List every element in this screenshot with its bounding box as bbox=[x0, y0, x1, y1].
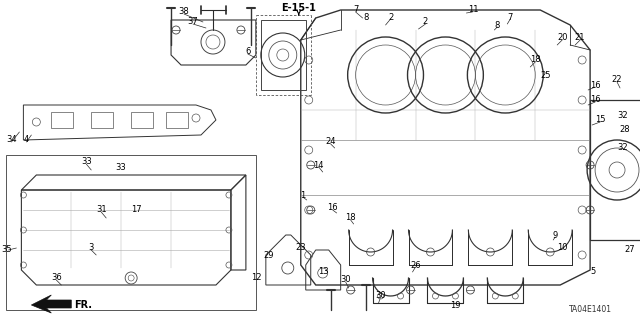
Text: 16: 16 bbox=[590, 95, 600, 105]
Text: 5: 5 bbox=[591, 268, 596, 277]
Text: 6: 6 bbox=[245, 48, 251, 56]
Text: 16: 16 bbox=[328, 204, 338, 212]
Text: 7: 7 bbox=[353, 5, 358, 14]
Text: 18: 18 bbox=[346, 213, 356, 222]
Text: 23: 23 bbox=[296, 243, 306, 253]
Text: 32: 32 bbox=[618, 110, 628, 120]
Text: 15: 15 bbox=[595, 115, 605, 124]
Text: 27: 27 bbox=[625, 246, 636, 255]
Text: 30: 30 bbox=[375, 291, 386, 300]
Text: 4: 4 bbox=[24, 136, 29, 145]
Bar bbox=[166, 112, 188, 128]
Text: 33: 33 bbox=[81, 158, 92, 167]
Text: 14: 14 bbox=[314, 160, 324, 169]
Text: 37: 37 bbox=[188, 18, 198, 26]
Text: 16: 16 bbox=[590, 80, 600, 90]
Text: 2: 2 bbox=[388, 12, 393, 21]
Text: 29: 29 bbox=[264, 250, 274, 259]
Text: 31: 31 bbox=[96, 205, 106, 214]
Text: E-15-1: E-15-1 bbox=[282, 3, 316, 13]
Text: 38: 38 bbox=[179, 8, 189, 17]
Text: 11: 11 bbox=[468, 5, 479, 14]
Text: 20: 20 bbox=[557, 33, 568, 42]
Text: 8: 8 bbox=[363, 12, 368, 21]
Text: 2: 2 bbox=[423, 18, 428, 26]
Text: 33: 33 bbox=[116, 164, 127, 173]
Bar bbox=[92, 112, 113, 128]
Text: 35: 35 bbox=[1, 246, 12, 255]
Text: 25: 25 bbox=[540, 70, 550, 79]
Text: 10: 10 bbox=[557, 243, 568, 253]
Text: 13: 13 bbox=[318, 268, 329, 277]
Bar bbox=[590, 100, 640, 240]
Bar bbox=[6, 155, 256, 310]
Text: 7: 7 bbox=[508, 12, 513, 21]
Text: 9: 9 bbox=[552, 231, 558, 240]
Text: 18: 18 bbox=[530, 56, 541, 64]
Text: TA04E1401: TA04E1401 bbox=[568, 306, 612, 315]
Text: 3: 3 bbox=[88, 243, 94, 253]
Text: 12: 12 bbox=[251, 273, 261, 283]
Text: 24: 24 bbox=[326, 137, 336, 146]
Text: 21: 21 bbox=[575, 33, 586, 42]
Text: 19: 19 bbox=[450, 300, 461, 309]
Bar bbox=[51, 112, 73, 128]
Text: 26: 26 bbox=[410, 261, 421, 270]
Text: 34: 34 bbox=[6, 136, 17, 145]
Text: 30: 30 bbox=[340, 276, 351, 285]
Text: 22: 22 bbox=[612, 76, 622, 85]
Text: 1: 1 bbox=[300, 190, 305, 199]
Text: 17: 17 bbox=[131, 205, 141, 214]
Text: 32: 32 bbox=[618, 144, 628, 152]
Text: FR.: FR. bbox=[74, 300, 92, 310]
Bar bbox=[131, 112, 153, 128]
Text: 28: 28 bbox=[620, 125, 630, 135]
Text: 36: 36 bbox=[51, 273, 61, 283]
Text: 8: 8 bbox=[495, 20, 500, 29]
Polygon shape bbox=[31, 295, 71, 313]
